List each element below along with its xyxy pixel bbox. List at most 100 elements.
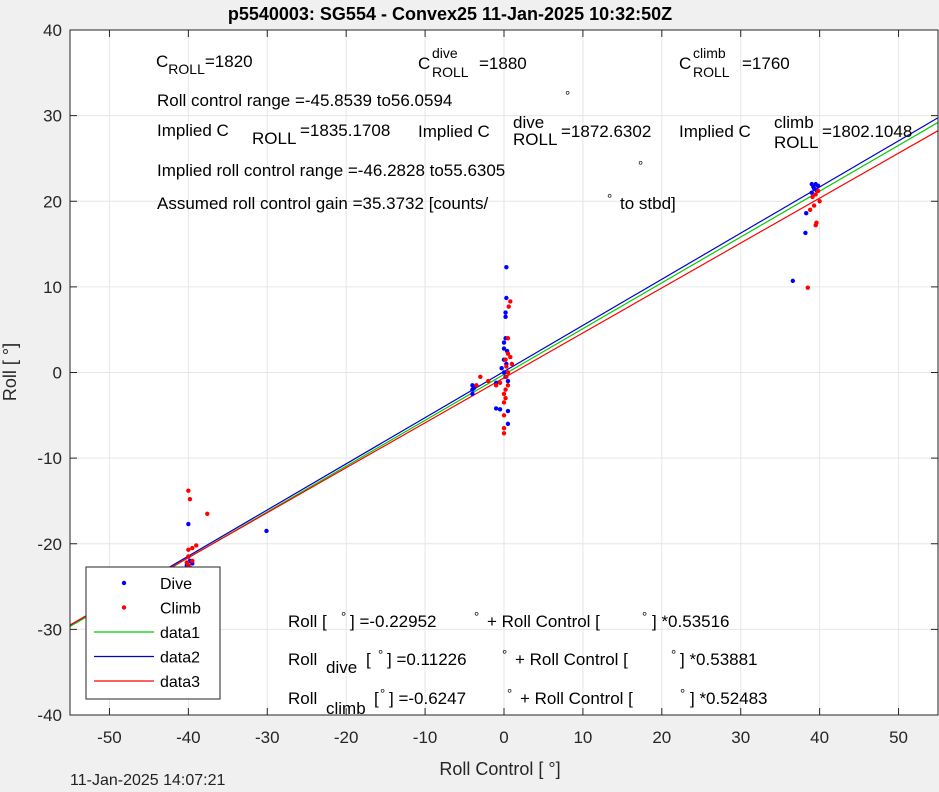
fit-climb-d: + Roll Control [ — [520, 689, 633, 708]
x-tick-label: 30 — [731, 728, 750, 747]
point-climb — [501, 431, 507, 436]
c-roll-dive-sup: dive — [432, 45, 458, 61]
legend-label: Climb — [160, 601, 201, 618]
fit-all-d: ] *0.53516 — [652, 612, 730, 631]
point-dive — [504, 295, 509, 301]
legend-label: data1 — [160, 625, 200, 642]
point-climb — [184, 560, 189, 565]
y-tick-label: -40 — [37, 706, 62, 725]
fit-climb-deg1: ° — [380, 686, 385, 701]
point-climb — [501, 400, 507, 405]
point-climb — [813, 192, 818, 197]
point-dive — [503, 314, 508, 320]
annotations-top: CROLL=1820 C dive ROLL =1880 C climb ROL… — [156, 45, 912, 213]
point-climb — [503, 357, 508, 362]
y-tick-label: 0 — [53, 364, 62, 383]
implied-c-roll-climb-sub: ROLL — [774, 133, 818, 152]
x-tick-label: -30 — [255, 728, 280, 747]
axes: -50 -40 -30 -20 -10 0 10 20 30 40 50 -40 -30 -20 -10 0 1… — [37, 21, 938, 747]
point-climb — [505, 383, 511, 388]
legend-label: data2 — [160, 650, 200, 667]
point-dive — [504, 264, 509, 270]
fit-climb-c: ] =-0.6247 — [389, 689, 466, 708]
fit-dive-d: + Roll Control [ — [515, 650, 628, 669]
y-tick-label: 20 — [43, 192, 62, 211]
point-climb — [811, 203, 817, 208]
y-tick-label: 10 — [43, 278, 62, 297]
point-dive — [497, 407, 503, 412]
fit-all-a: Roll [ — [288, 612, 327, 631]
implied-c-roll-dive: Implied C — [418, 122, 490, 141]
x-tick-label: 40 — [810, 728, 829, 747]
fit-dive-e: ] *0.53881 — [680, 650, 758, 669]
point-climb — [497, 380, 503, 385]
point-climb — [194, 543, 199, 548]
gain-annotation: Assumed roll control gain =35.3732 [coun… — [157, 194, 489, 213]
fit-all-deg2: ° — [474, 609, 479, 624]
scatter-points — [184, 181, 822, 570]
point-climb — [190, 558, 195, 564]
fit-climb-deg2: ° — [507, 686, 512, 701]
implied-c-roll-value: =1835.1708 — [300, 121, 390, 140]
fit-climb-b: [ — [374, 689, 379, 708]
point-dive — [501, 346, 507, 351]
implied-c-roll: Implied C — [157, 121, 229, 140]
point-dive — [499, 366, 504, 371]
point-climb — [503, 395, 508, 401]
legend-marker-climb — [121, 605, 127, 610]
point-climb — [505, 336, 511, 341]
point-dive — [503, 310, 508, 315]
implied-c-roll-dive-sup: dive — [513, 113, 544, 132]
x-tick-label: 0 — [499, 728, 508, 747]
c-roll-annotation: CROLL=1820 — [156, 52, 253, 77]
point-dive — [811, 184, 816, 189]
legend-box — [85, 566, 221, 700]
x-tick-label: -50 — [97, 728, 122, 747]
y-tick-label: -10 — [37, 449, 62, 468]
c-roll-climb-sub: ROLL — [693, 64, 730, 80]
point-climb — [817, 199, 822, 204]
c-roll-dive-annotation: C — [418, 54, 430, 73]
point-climb — [503, 387, 508, 392]
point-climb — [504, 374, 509, 379]
implied-c-roll-climb-sup: climb — [774, 113, 814, 132]
legend-marker-dive — [121, 580, 127, 586]
point-dive — [501, 370, 507, 375]
point-climb — [186, 488, 191, 493]
fit-dive-deg2: ° — [502, 647, 507, 662]
fit-dive-deg3: ° — [671, 647, 676, 662]
point-climb — [815, 188, 821, 194]
implied-c-roll-climb: Implied C — [679, 122, 751, 141]
legend: Dive Climb data1 data2 data3 — [85, 566, 221, 700]
degree-symbol-1: ° — [565, 88, 570, 103]
point-climb — [807, 207, 813, 213]
point-dive — [505, 378, 511, 384]
y-tick-label: 30 — [43, 107, 62, 126]
fit-equations: Roll [ ° ] =-0.22952 ° + Roll Control [ … — [288, 609, 768, 718]
point-climb — [810, 194, 815, 200]
point-dive — [815, 183, 821, 189]
point-dive — [809, 190, 814, 195]
fit-climb-a: Roll — [288, 689, 317, 708]
implied-c-roll-dive-value: =1872.6302 — [561, 122, 651, 141]
x-tick-label: 20 — [652, 728, 671, 747]
point-climb — [186, 554, 191, 559]
point-dive — [505, 408, 511, 414]
point-climb — [508, 299, 513, 304]
point-climb — [505, 351, 511, 356]
point-dive — [264, 528, 269, 534]
point-dive — [186, 521, 191, 527]
x-tick-label: -10 — [413, 728, 438, 747]
fit-climb-sub: climb — [326, 699, 366, 718]
roll-control-range: Roll control range =-45.8539 to56.0594 — [157, 91, 452, 110]
fit-all-deg3: ° — [642, 609, 647, 624]
legend-label: Dive — [160, 576, 192, 593]
y-tick-label: -30 — [37, 620, 62, 639]
point-climb — [501, 425, 507, 431]
point-dive — [790, 278, 796, 284]
point-dive — [470, 391, 475, 397]
fit-all-b: ] =-0.22952 — [350, 612, 437, 631]
c-roll-climb-sup: climb — [693, 45, 726, 61]
x-tick-label: -40 — [176, 728, 201, 747]
